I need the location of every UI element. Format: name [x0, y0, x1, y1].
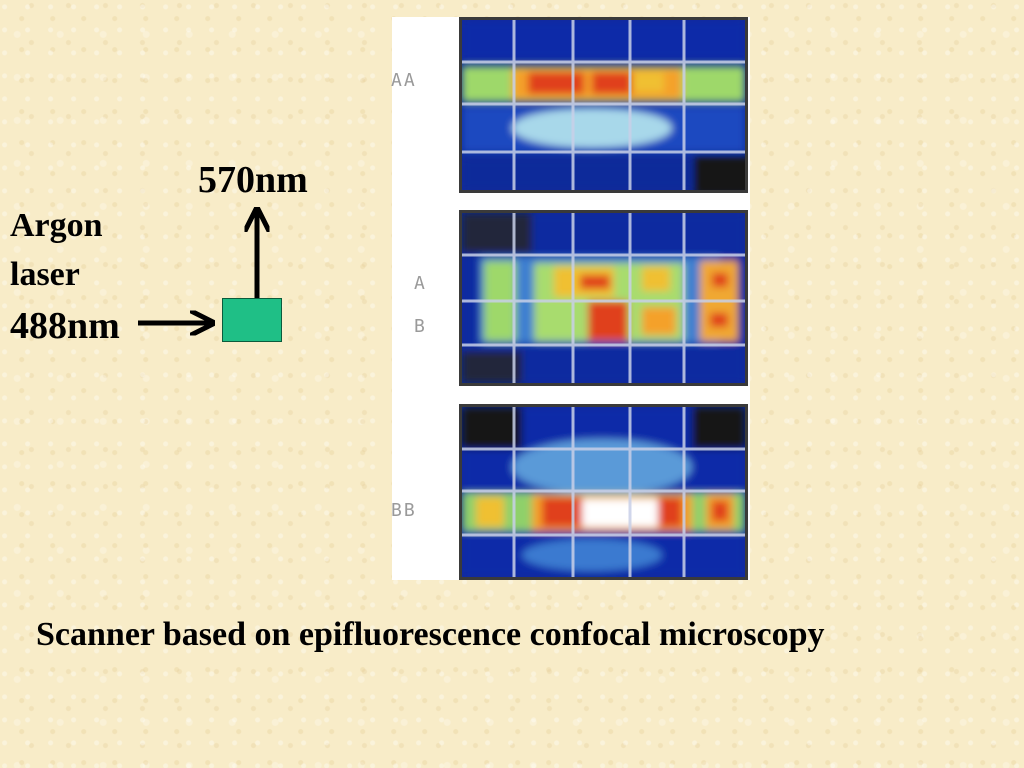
row-label-b: B — [414, 316, 427, 337]
scan-image-a-b — [459, 210, 748, 386]
laser-label-line-1: Argon — [10, 207, 103, 244]
row-label-aa: AA — [391, 70, 417, 91]
row-label-a: A — [414, 273, 427, 294]
scan-image-bb — [459, 404, 748, 580]
laser-wavelength-label: 488nm — [10, 305, 120, 347]
scan-image-aa — [459, 17, 748, 193]
laser-label-line-2: laser — [10, 256, 80, 293]
sample-box — [222, 298, 282, 342]
slide-caption: Scanner based on epifluorescence confoca… — [36, 616, 825, 653]
row-label-bb: BB — [391, 500, 417, 521]
emission-wavelength-label: 570nm — [198, 159, 308, 201]
